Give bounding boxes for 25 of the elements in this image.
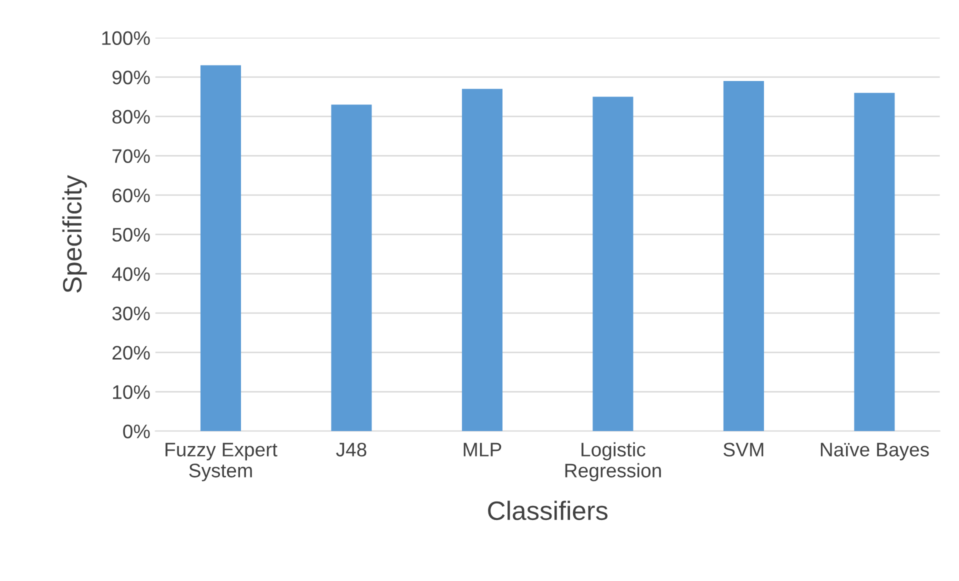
y-tick-label: 50% xyxy=(112,228,150,242)
y-tick-label: 60% xyxy=(112,188,150,202)
y-tick-label: 40% xyxy=(112,267,150,282)
bar xyxy=(592,96,634,432)
y-tick-label: 90% xyxy=(112,70,150,84)
x-tick-label: Logistic Regression xyxy=(565,442,661,482)
y-tick-label: 80% xyxy=(112,110,150,124)
bar xyxy=(854,92,895,432)
x-tick-label: MLP xyxy=(464,442,502,456)
bar xyxy=(462,88,502,432)
bar xyxy=(331,104,372,432)
y-axis-title: Specificity xyxy=(62,175,87,293)
x-tick-label: SVM xyxy=(724,442,764,456)
x-tick-label: J48 xyxy=(336,442,366,456)
y-tick-label: 70% xyxy=(112,149,150,164)
y-tick-label: 10% xyxy=(113,385,150,400)
x-axis-title: Classifiers xyxy=(488,500,608,520)
bar xyxy=(723,81,764,432)
y-tick-label: 20% xyxy=(112,346,150,360)
bar xyxy=(200,65,241,432)
x-tick-label: Naïve Bayes xyxy=(820,442,929,460)
x-tick-label: Fuzzy Expert System xyxy=(166,442,278,482)
y-tick-label: 0% xyxy=(123,424,150,438)
y-tick-label: 100% xyxy=(102,31,150,45)
y-tick-label: 30% xyxy=(112,306,150,320)
